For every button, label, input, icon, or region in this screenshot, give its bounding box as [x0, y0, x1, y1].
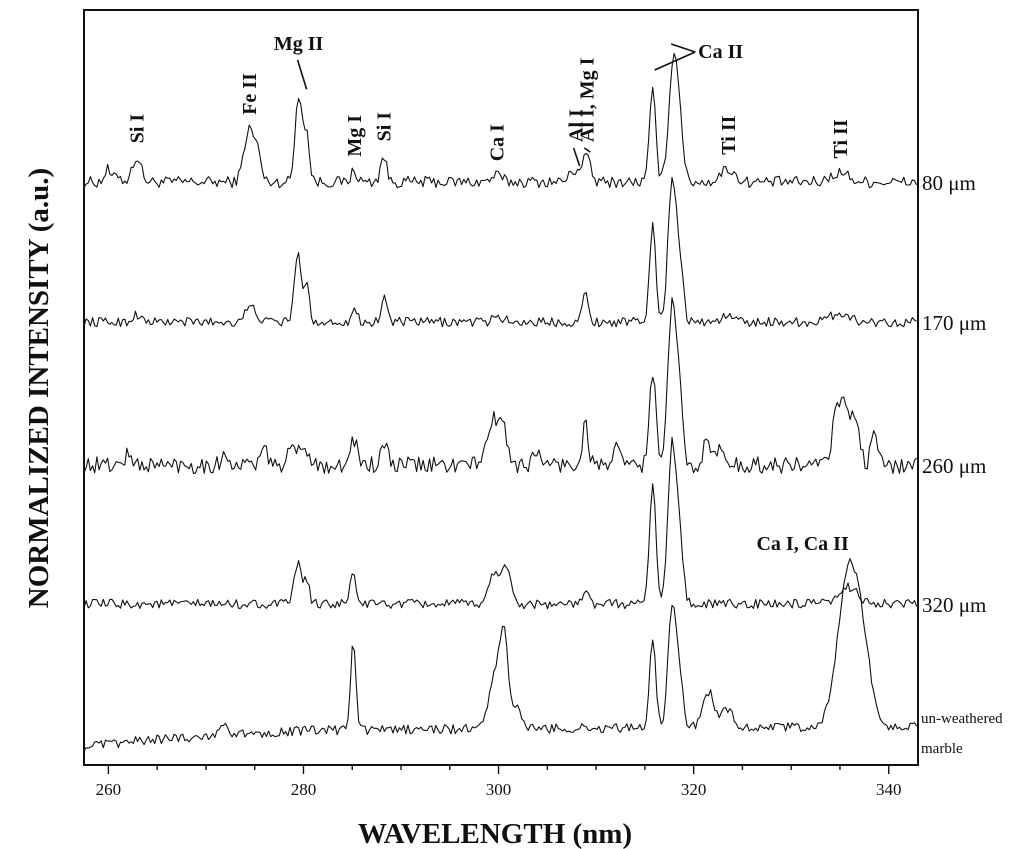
series-label: 260 μm — [922, 454, 986, 478]
peak-label: Ca I — [487, 124, 509, 161]
leader-line — [583, 147, 591, 153]
x-tick-label: 320 — [681, 780, 707, 799]
x-axis: 260 280 300 320 340 — [96, 765, 902, 799]
peak-label: Al I, Mg I — [576, 57, 598, 142]
spectrum-line-5 — [83, 558, 918, 752]
peak-label: Si I — [373, 112, 395, 142]
series-label: un-weathered marble — [921, 711, 1003, 757]
plot-frame — [83, 9, 919, 766]
peak-label: Mg II — [274, 33, 324, 55]
peak-label: Ti II — [830, 119, 852, 158]
trace-labels: 80 μm 170 μm 260 μm 320 μm un-weathered marbl… — [921, 171, 1003, 757]
leader-line — [572, 147, 581, 167]
x-tick-label: 260 — [96, 780, 122, 799]
y-axis-title: NORMALIZED INTENSITY (a.u.) — [23, 168, 55, 608]
peak-label: Mg I — [344, 115, 366, 157]
leader-line — [296, 59, 308, 90]
peak-label: Ti II — [718, 115, 740, 154]
spectrum-line-3 — [83, 297, 917, 475]
peak-label: Ca II — [698, 41, 743, 63]
series-label: 320 μm — [922, 593, 986, 617]
spectrum-line-4 — [83, 436, 918, 610]
spectrum-line-2 — [83, 176, 917, 328]
spectrum-traces — [83, 52, 918, 752]
peak-label: Si I — [127, 114, 149, 144]
x-tick-label: 340 — [876, 780, 902, 799]
peak-label: Fe II — [239, 73, 261, 115]
peak-label: Ca I, Ca II — [756, 533, 848, 555]
peak-label: Al I — [566, 109, 588, 142]
x-axis-title: WAVELENGTH (nm) — [358, 818, 632, 849]
x-tick-label: 280 — [291, 780, 317, 799]
series-label: 80 μm — [922, 171, 976, 195]
spectrum-line-1 — [83, 52, 918, 189]
peak-annotations: Si I Fe II Mg II Mg I Si I Ca I Al IAl I, Mg I… — [127, 33, 852, 555]
leader-line — [654, 51, 696, 71]
leader-line — [670, 43, 696, 53]
x-tick-label: 300 — [486, 780, 512, 799]
series-label: 170 μm — [922, 311, 986, 335]
